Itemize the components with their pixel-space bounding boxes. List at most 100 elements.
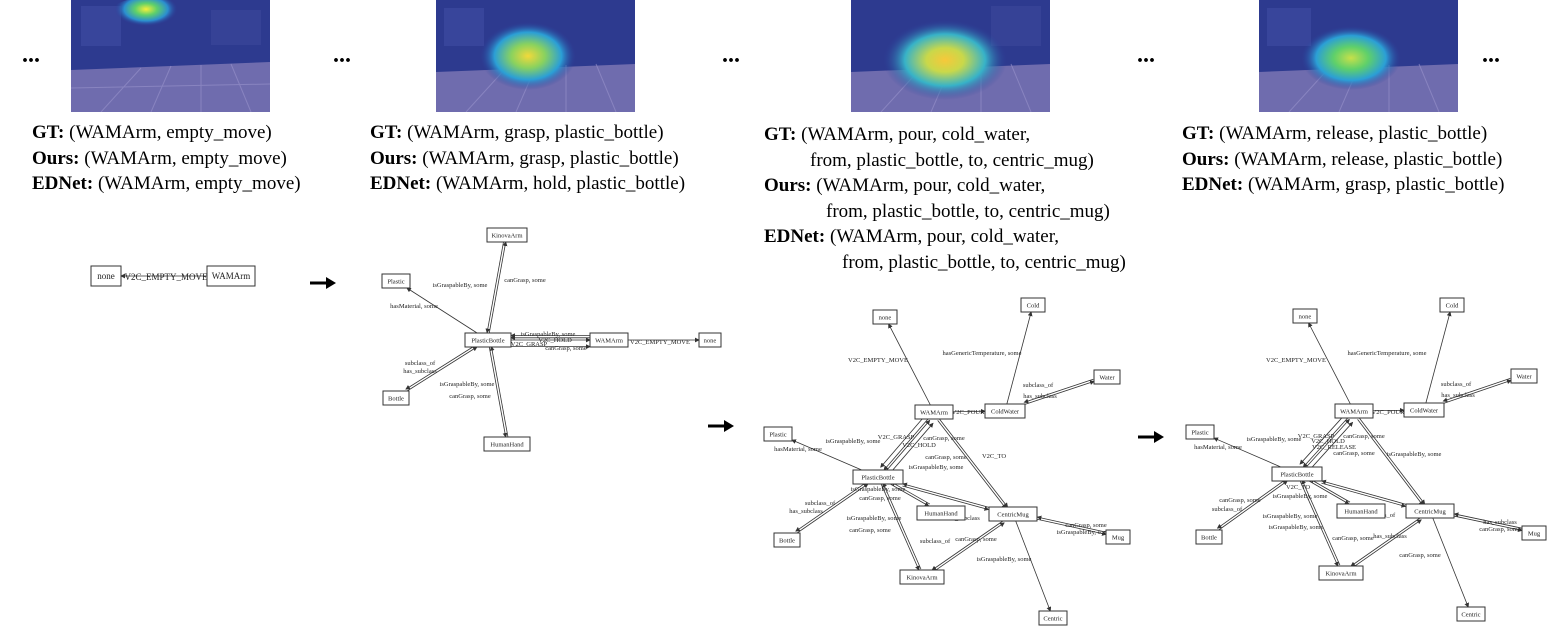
graph-edge: [488, 346, 508, 438]
graph-node-label: Water: [1099, 374, 1115, 381]
graph-edge: [882, 482, 922, 570]
edge-label: V2C_POUR: [952, 409, 986, 416]
edge-label: isGraspableBy, some: [433, 282, 488, 289]
edge-label: isGraspableBy, some: [1057, 529, 1112, 536]
ours-line-cont: from, plastic_bottle, to, centric_mug): [764, 199, 1126, 225]
gt-line: GT: (WAMArm, empty_move): [32, 120, 301, 146]
step-3-labels: GT: (WAMArm, pour, cold_water, from, pla…: [764, 122, 1126, 275]
arrow-right-icon: [708, 420, 734, 432]
graph-node-box: [483, 436, 531, 452]
graph-node-label: PlasticBottle: [861, 474, 894, 481]
graph-edge: [1352, 519, 1422, 569]
graph-node-label: Bottle: [388, 395, 404, 402]
graph-edge: [939, 418, 1009, 508]
ednet-label: EDNet:: [32, 173, 94, 194]
edge-label: V2C_TO: [982, 453, 1006, 460]
graph-edge: [1218, 480, 1288, 531]
graph-edge: [1357, 419, 1424, 506]
graph-edge: [937, 420, 1007, 509]
ednet-line: EDNet: (WAMArm, hold, plastic_bottle): [370, 171, 685, 197]
edge-label: canGrasp, some: [504, 277, 546, 284]
ours-value: (WAMArm, pour, cold_water,: [816, 175, 1046, 196]
video-frame-2: [436, 0, 635, 112]
graph-node-label: PlasticBottle: [1280, 471, 1313, 478]
edge-label: subclass_of: [1023, 382, 1054, 389]
ours-label: Ours:: [32, 147, 80, 169]
ellipsis-4: ...: [1137, 42, 1155, 68]
step-1-labels: GT: (WAMArm, empty_move) Ours: (WAMArm, …: [32, 120, 301, 197]
step-4-labels: GT: (WAMArm, release, plastic_bottle) Ou…: [1182, 121, 1504, 198]
edge-label: V2C_EMPTY_MOVE: [630, 339, 690, 346]
graph-node-box: [1093, 369, 1121, 385]
edge-label: hasMaterial, some: [774, 446, 822, 453]
edge-label: V2C_HOLD: [1311, 438, 1345, 445]
graph-edge: [405, 344, 476, 390]
graph-node-label: ColdWater: [991, 408, 1020, 415]
graph-node-label: Centric: [1461, 611, 1480, 618]
ednet-value-cont: from, plastic_bottle, to, centric_mug): [842, 251, 1126, 273]
graph-node-box: [206, 265, 256, 287]
edge-label: isGraspableBy, some: [1263, 513, 1318, 520]
graph-node-label: HumanHand: [1344, 508, 1378, 515]
graph-node-label: Centric: [1043, 615, 1062, 622]
graph-edge: [1309, 478, 1351, 503]
graph-node-box: [1405, 503, 1455, 519]
graph-edge: [1024, 380, 1095, 405]
arrow-right-icon: [310, 277, 336, 289]
graph-edge: [1321, 479, 1407, 505]
edge-label: V2C_HOLD: [538, 337, 572, 344]
graph-edge: [880, 483, 920, 571]
graph-node-label: WAMArm: [1340, 408, 1368, 415]
graph-node-box: [486, 227, 528, 243]
graph-edge: [902, 485, 990, 511]
edge-label: isGraspableBy, some: [847, 515, 902, 522]
graph-edge: [1350, 517, 1421, 567]
ours-line: Ours: (WAMArm, release, plastic_bottle): [1182, 147, 1504, 173]
graph-node-box: [1020, 297, 1046, 313]
ours-label: Ours:: [1182, 148, 1230, 170]
ednet-value: (WAMArm, grasp, plastic_bottle): [1247, 174, 1505, 195]
graph-edge: [791, 439, 862, 471]
graph-edge: [1036, 515, 1107, 533]
ours-value: (WAMArm, release, plastic_bottle): [1234, 148, 1503, 170]
graph-node-box: [988, 506, 1038, 522]
graph-edge: [1443, 379, 1512, 404]
edge-label: V2C_GRASP: [1298, 433, 1335, 440]
graph-node-box: [1403, 402, 1445, 418]
graph-1: V2C_EMPTY_MOVE none WAMArm: [90, 265, 256, 287]
edge-label: canGrasp, some: [955, 536, 997, 543]
edge-label: has_subclass: [1441, 392, 1475, 399]
ednet-label: EDNet:: [370, 173, 432, 194]
graph-node-label: none: [97, 271, 115, 281]
graph-node-label: HumanHand: [924, 510, 958, 517]
graph-edge: [1425, 311, 1452, 404]
graph-node-label: none: [704, 337, 717, 344]
gt-label: GT:: [370, 122, 403, 143]
edge-label: subclass_of: [805, 500, 836, 507]
graph-node-label: Plastic: [1191, 429, 1208, 436]
gt-line: GT: (WAMArm, release, plastic_bottle): [1182, 121, 1504, 147]
edge-label: V2C_EMPTY_MOVE: [848, 357, 908, 364]
gt-value: (WAMArm, grasp, plastic_bottle): [407, 122, 664, 143]
edge-label: canGrasp, some: [859, 495, 901, 502]
edge-label: isGraspableBy, some: [851, 486, 906, 493]
graph-node-box: [1195, 529, 1223, 545]
graph-node-box: [1510, 368, 1538, 384]
edge-label: hasMaterial, some: [390, 303, 438, 310]
graph-node-box: [382, 390, 410, 406]
ednet-label: EDNet:: [764, 226, 826, 247]
graph-edge: [1442, 377, 1511, 403]
ellipsis-2: ...: [333, 42, 351, 68]
graph-node-label: none: [879, 314, 892, 321]
edge-label: subclass_of: [1212, 506, 1243, 513]
ednet-value: (WAMArm, empty_move): [97, 173, 301, 194]
graph-edge: [1304, 418, 1350, 469]
ellipsis-3: ...: [722, 42, 740, 68]
graph-node-label: KinovaArm: [1325, 570, 1356, 577]
graph-node-box: [773, 532, 801, 548]
graph-node-label: HumanHand: [490, 441, 524, 448]
edge-label: canGrasp, some: [1332, 535, 1374, 542]
ellipsis-1: ...: [22, 42, 40, 68]
graph-node-label: WAMArm: [920, 409, 948, 416]
